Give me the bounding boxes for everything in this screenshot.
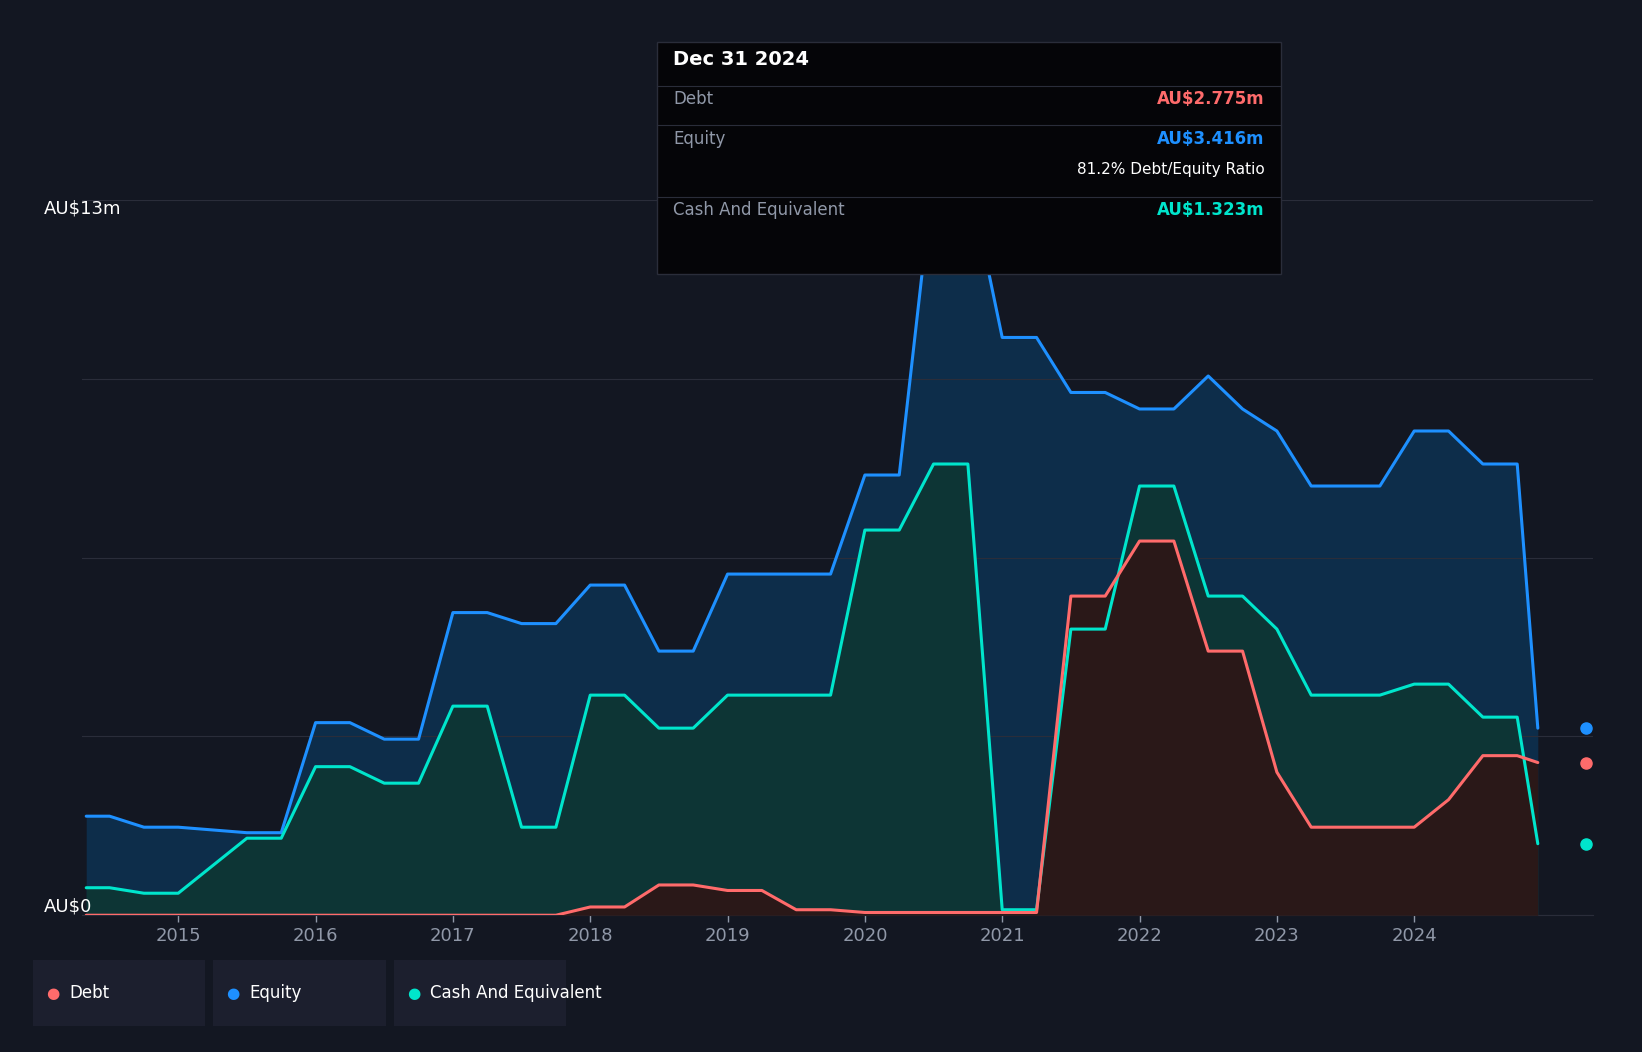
Text: AU$2.775m: AU$2.775m xyxy=(1156,90,1264,108)
Text: AU$1.323m: AU$1.323m xyxy=(1156,201,1264,220)
Text: AU$13m: AU$13m xyxy=(44,200,122,218)
Text: Cash And Equivalent: Cash And Equivalent xyxy=(673,201,846,220)
Text: Dec 31 2024: Dec 31 2024 xyxy=(673,50,810,69)
Text: Debt: Debt xyxy=(69,984,108,1003)
Text: ●: ● xyxy=(227,986,240,1000)
Text: ●: ● xyxy=(46,986,59,1000)
Text: Debt: Debt xyxy=(673,90,713,108)
Text: Equity: Equity xyxy=(673,129,726,147)
Text: Cash And Equivalent: Cash And Equivalent xyxy=(430,984,603,1003)
Text: Equity: Equity xyxy=(250,984,302,1003)
Text: ●: ● xyxy=(407,986,420,1000)
Text: AU$3.416m: AU$3.416m xyxy=(1158,129,1264,147)
Text: 81.2% Debt/Equity Ratio: 81.2% Debt/Equity Ratio xyxy=(1077,162,1264,177)
Text: AU$0: AU$0 xyxy=(44,897,92,915)
